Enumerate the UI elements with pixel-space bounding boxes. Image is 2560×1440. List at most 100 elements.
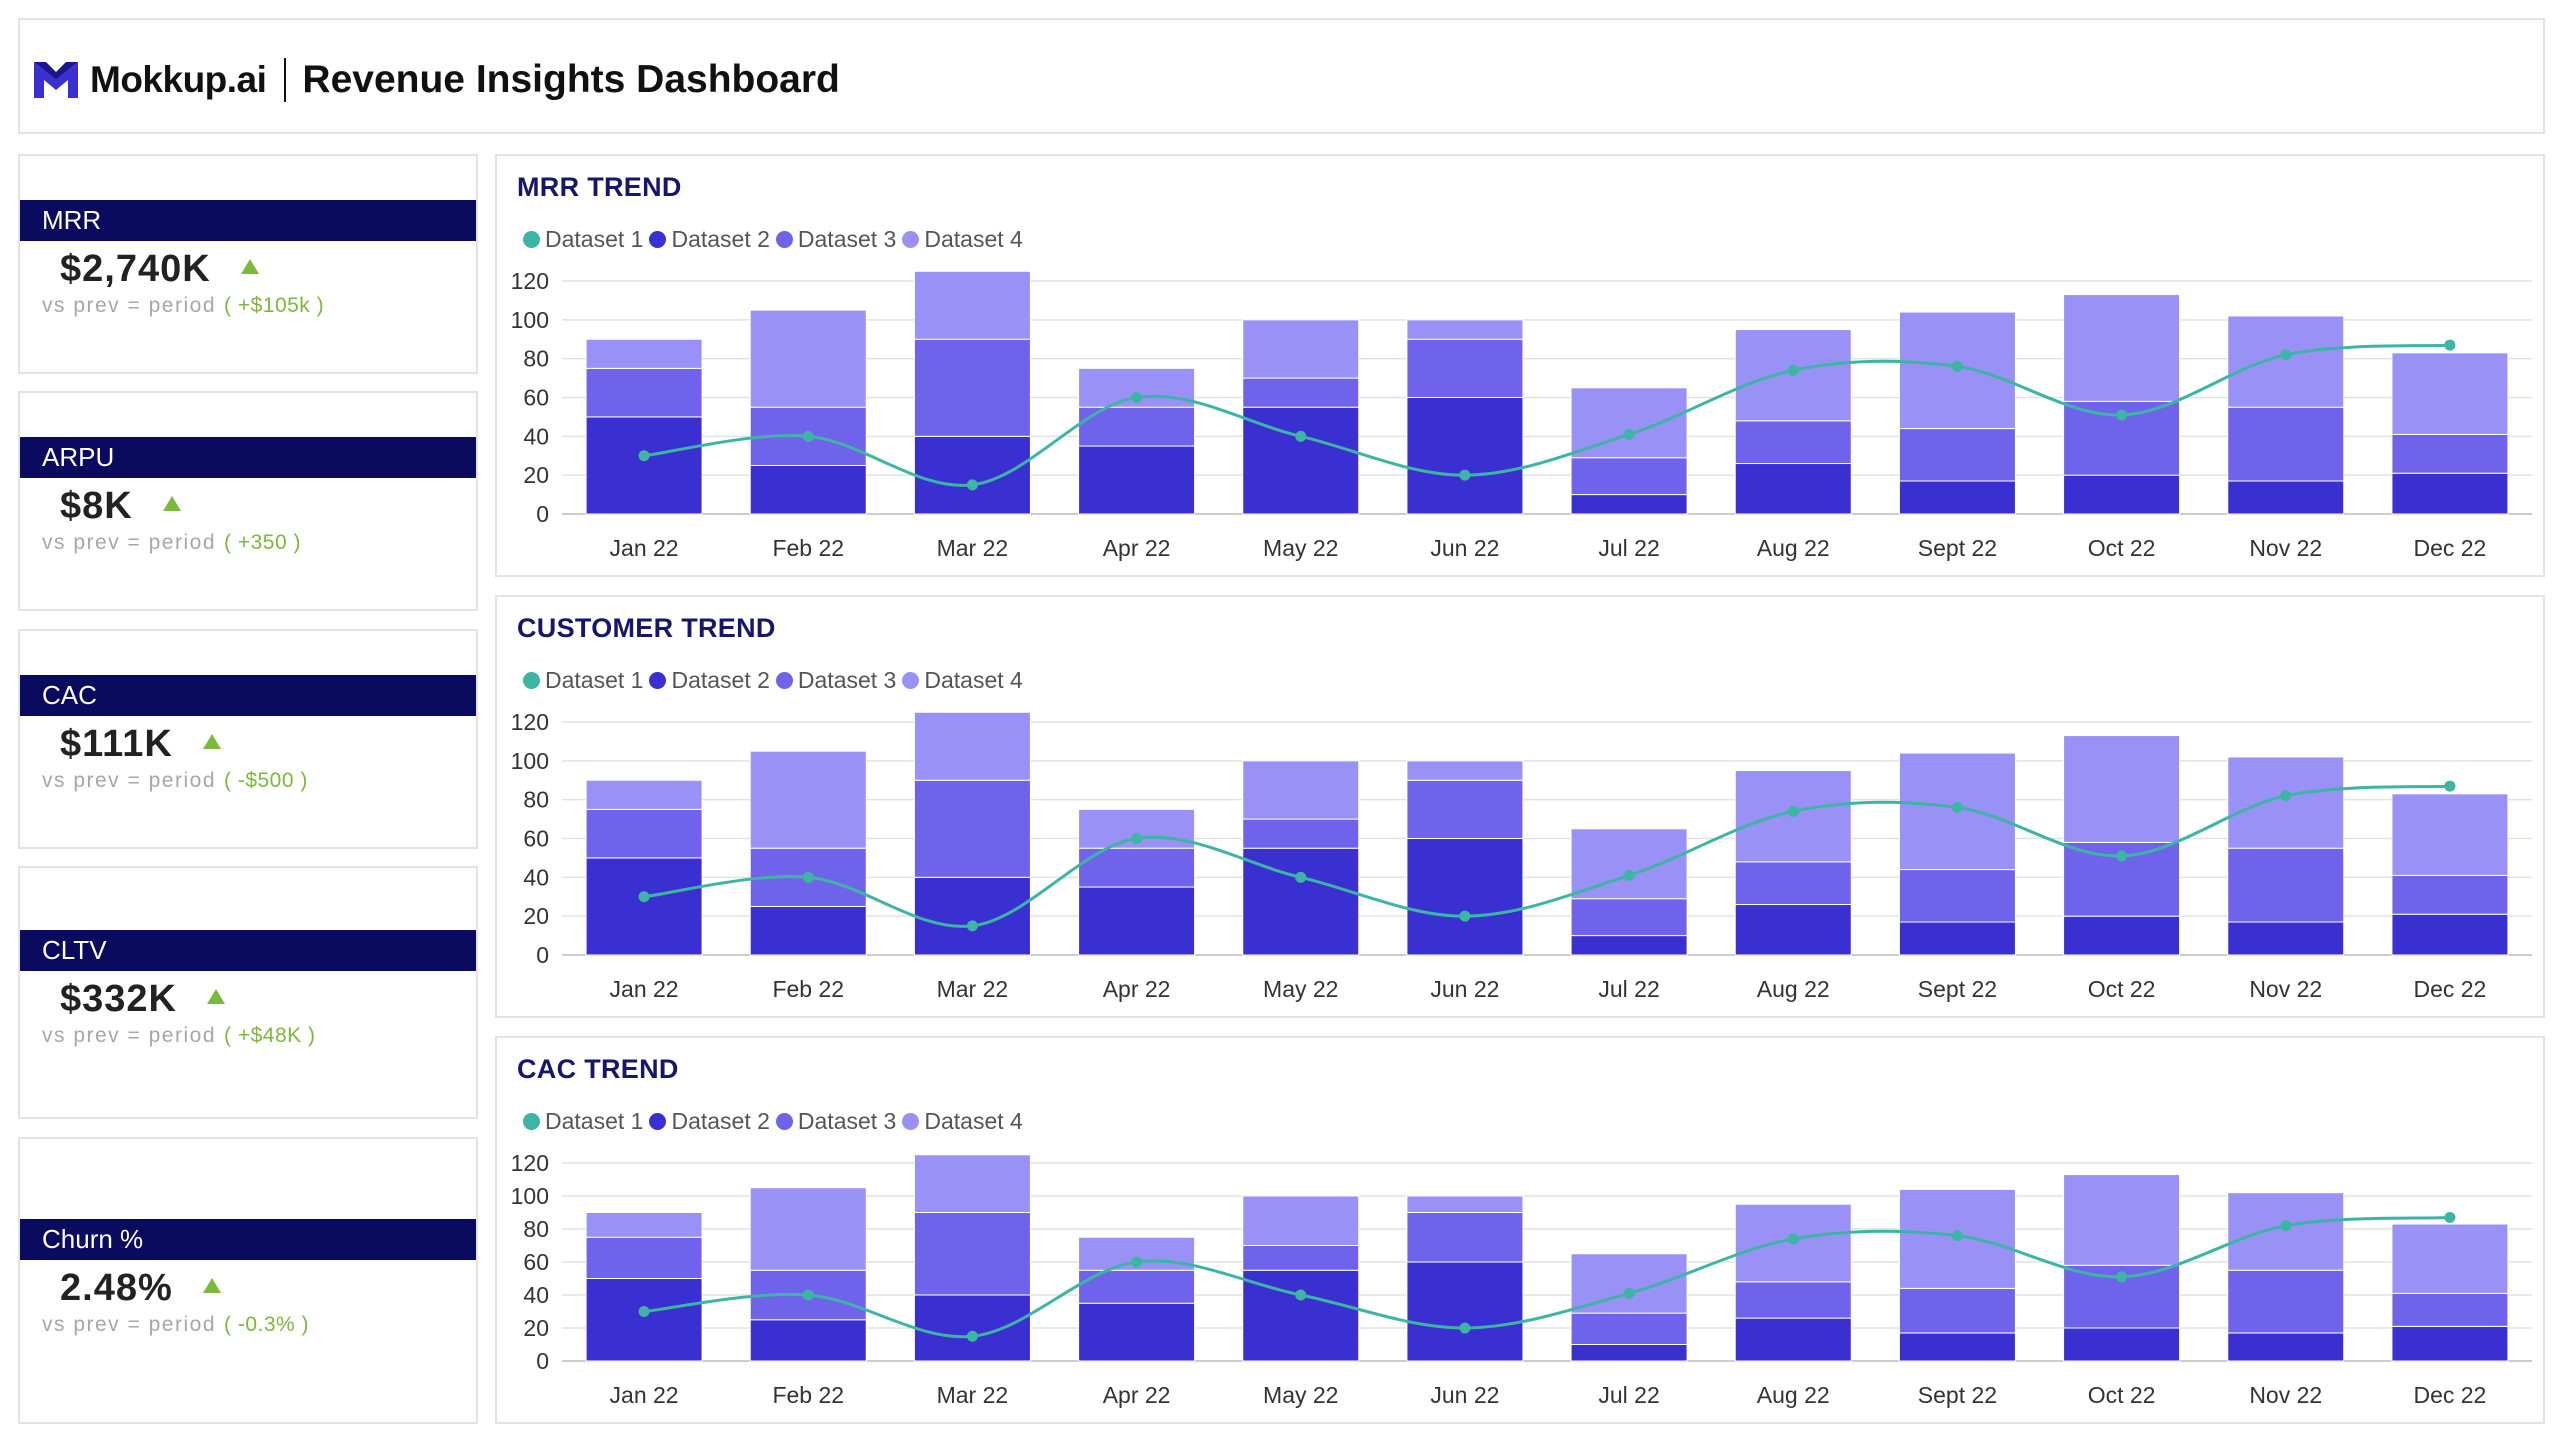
kpi-card-cac[interactable]: CAC $111K vs prev = period ( -$500 ) <box>18 629 478 849</box>
bar-segment <box>1242 319 1360 379</box>
legend-swatch <box>775 231 793 248</box>
bar-segment <box>2391 1292 2509 1327</box>
series-point <box>1131 833 1143 844</box>
bar-segment <box>1570 494 1688 515</box>
series-point <box>2280 349 2292 361</box>
chart-title: MRR TREND <box>517 172 682 202</box>
series-point <box>1295 1289 1307 1301</box>
bar-segment <box>2063 1174 2181 1266</box>
series-point <box>802 430 814 442</box>
kpi-comparison: vs prev = period ( -0.3% ) <box>42 1313 309 1337</box>
x-tick-label: Jan 22 <box>610 1382 679 1408</box>
legend-item[interactable]: Dataset 3 <box>775 226 896 253</box>
brand-logo[interactable]: Mokkup.ai Revenue Insights Dashboard <box>32 52 840 108</box>
bar-segment <box>2391 472 2509 515</box>
bar-segment <box>1734 463 1852 515</box>
kpi-delta: ( -0.3% ) <box>224 1313 310 1336</box>
bar-segment <box>2391 352 2509 435</box>
bar-segment <box>1570 935 1688 956</box>
bar-segment <box>1898 869 2016 923</box>
bar-segment <box>913 435 1031 515</box>
chart-plot: 0 20 40 60 80 100 120 Jan 22 Feb 22 Mar 22 Apr 22 M… <box>511 268 2532 561</box>
bar-segment <box>2391 1223 2509 1294</box>
legend-label: Dataset 1 <box>545 1108 644 1134</box>
bar-segment <box>749 750 867 849</box>
bar-segment <box>2227 756 2345 849</box>
bar-segment <box>913 711 1031 781</box>
legend-swatch <box>775 672 793 689</box>
legend-item[interactable]: Dataset 3 <box>775 667 897 694</box>
x-tick-label: Jan 22 <box>610 976 679 1002</box>
kpi-comparison: vs prev = period ( +$105k ) <box>42 294 324 318</box>
legend-item[interactable]: Dataset 2 <box>649 667 770 694</box>
bar-segment <box>585 1236 703 1279</box>
kpi-delta: ( -$500 ) <box>224 769 308 792</box>
x-tick-label: Sept 22 <box>1918 1382 1997 1408</box>
x-tick-label: Aug 22 <box>1757 535 1830 561</box>
kpi-label: MRR <box>20 200 476 241</box>
legend-label: Dataset 3 <box>797 667 897 693</box>
series-point <box>2116 409 2128 421</box>
up-arrow-icon <box>240 259 259 275</box>
kpi-card-churn[interactable]: Churn % 2.48% vs prev = period ( -0.3% ) <box>18 1137 478 1424</box>
legend-item[interactable]: Dataset 2 <box>649 226 770 253</box>
legend-item[interactable]: Dataset 4 <box>902 1108 1023 1135</box>
kpi-card-cltv[interactable]: CLTV $332K vs prev = period ( +$48K ) <box>18 866 478 1119</box>
legend-label: Dataset 1 <box>545 226 644 252</box>
bar-segment <box>2063 1327 2181 1362</box>
y-tick-label: 60 <box>523 1249 549 1275</box>
y-tick-label: 0 <box>536 1348 549 1374</box>
chart-panel-cac-trend: CAC TREND Dataset 1 Dataset 2 Dataset 3 Dat… <box>495 1036 2545 1424</box>
chart-plot: 0 20 40 60 80 100 120 Jan 22 Feb 22 Mar 22 Apr 22 M… <box>511 709 2532 1002</box>
legend-swatch <box>902 672 920 689</box>
x-tick-label: Feb 22 <box>772 535 844 561</box>
legend-swatch <box>649 672 667 689</box>
legend-item[interactable]: Dataset 1 <box>523 1108 643 1135</box>
legend-swatch <box>523 231 540 248</box>
bar-segment <box>1734 770 1852 863</box>
chart-legend: Dataset 1 Dataset 2 Dataset 3 Dataset 4 <box>523 667 1029 694</box>
kpi-card-arpu[interactable]: ARPU $8K vs prev = period ( +350 ) <box>18 391 478 611</box>
series-point <box>638 891 650 903</box>
kpi-value-row: $2,740K <box>60 248 259 291</box>
series-point <box>802 1289 814 1301</box>
legend-item[interactable]: Dataset 3 <box>775 1108 897 1135</box>
legend-label: Dataset 3 <box>797 1108 897 1134</box>
bar-segment <box>1898 1332 2016 1362</box>
kpi-label: Churn % <box>20 1219 476 1260</box>
legend-item[interactable]: Dataset 1 <box>523 226 643 253</box>
kpi-value: $111K <box>60 723 173 765</box>
kpi-value-row: 2.48% <box>60 1267 221 1310</box>
page-title: Revenue Insights Dashboard <box>302 58 840 101</box>
brand-name: Mokkup.ai <box>90 59 267 100</box>
bar-segment <box>1406 1195 1524 1213</box>
bar-segment <box>1406 1261 1524 1362</box>
mokkup-logo-icon <box>34 62 78 98</box>
legend-item[interactable]: Dataset 4 <box>902 226 1023 253</box>
x-tick-label: May 22 <box>1263 976 1338 1002</box>
bar-segment <box>1734 1281 1852 1319</box>
kpi-value: $2,740K <box>60 248 211 290</box>
bar-segment <box>749 464 867 515</box>
x-tick-label: Oct 22 <box>2088 535 2156 561</box>
bar-segment <box>1406 838 1524 956</box>
legend-label: Dataset 1 <box>545 667 644 693</box>
kpi-comparison: vs prev = period ( +$48K ) <box>42 1024 315 1048</box>
x-tick-label: Sept 22 <box>1918 976 1997 1002</box>
series-point <box>1787 1233 1799 1245</box>
series-line <box>643 1215 2450 1339</box>
series-point <box>1459 469 1471 481</box>
x-tick-label: Dec 22 <box>2413 1382 2486 1408</box>
chart-panel-customer-trend: CUSTOMER TREND Dataset 1 Dataset 2 Dataset… <box>495 595 2545 1018</box>
y-tick-label: 0 <box>536 942 549 968</box>
up-arrow-icon <box>206 989 225 1005</box>
legend-item[interactable]: Dataset 2 <box>649 1108 770 1135</box>
legend-swatch <box>775 1113 793 1130</box>
legend-item[interactable]: Dataset 1 <box>523 667 643 694</box>
legend-item[interactable]: Dataset 4 <box>902 667 1023 694</box>
bar-segment <box>2063 474 2181 515</box>
bar-segment <box>913 1294 1031 1362</box>
series-point <box>966 479 978 491</box>
kpi-card-mrr[interactable]: MRR $2,740K vs prev = period ( +$105k ) <box>18 154 478 374</box>
y-tick-label: 100 <box>511 1183 549 1209</box>
